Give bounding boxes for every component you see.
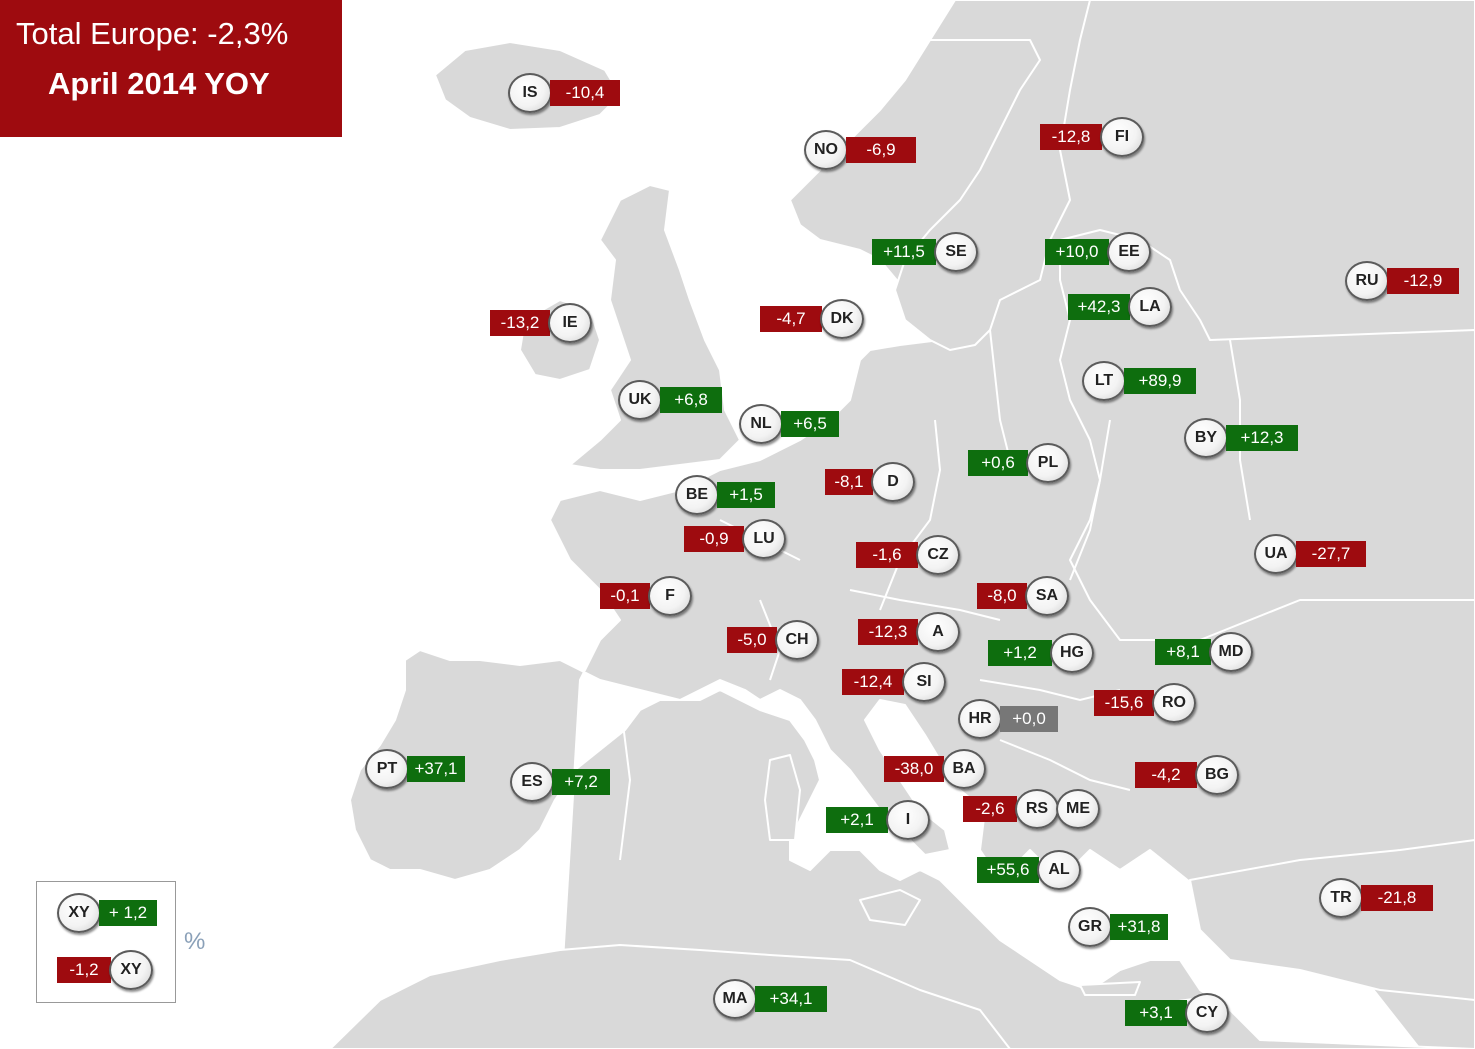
corsica-sardinia <box>764 754 801 841</box>
north-africa <box>329 944 1011 1049</box>
country-badge-ba: BA <box>942 749 986 789</box>
value-bar-i: +2,1 <box>826 807 888 833</box>
country-badge-be: BE <box>675 475 719 515</box>
value-bar-uk: +6,8 <box>660 387 722 413</box>
value-bar-cz: -1,6 <box>856 542 918 568</box>
country-badge-ch: CH <box>775 620 819 660</box>
country-badge-hg: HG <box>1050 633 1094 673</box>
country-badge-cy: CY <box>1185 993 1229 1033</box>
value-bar-bg: -4,2 <box>1135 762 1197 788</box>
value-bar-ro: -15,6 <box>1094 690 1154 716</box>
value-bar-cy: +3,1 <box>1125 1000 1187 1026</box>
value-bar-d: -8,1 <box>825 469 873 495</box>
country-badge-f: F <box>648 576 692 616</box>
country-badge-cz: CZ <box>916 535 960 575</box>
country-badge-fi: FI <box>1100 117 1144 157</box>
country-badge-md: MD <box>1209 632 1253 672</box>
country-badge-dk: DK <box>820 299 864 339</box>
country-badge-ro: RO <box>1152 683 1196 723</box>
country-badge-se: SE <box>934 232 978 272</box>
country-badge-es: ES <box>510 762 554 802</box>
anatolia <box>1189 839 1475 1001</box>
country-badge-gr: GR <box>1068 907 1112 947</box>
value-bar-lt: +89,9 <box>1124 368 1196 394</box>
value-bar-es: +7,2 <box>552 769 610 795</box>
country-badge-i: I <box>886 800 930 840</box>
value-bar-pt: +37,1 <box>407 756 465 782</box>
country-badge-lu: LU <box>742 519 786 559</box>
country-badge-tr: TR <box>1319 878 1363 918</box>
sicily <box>859 889 921 926</box>
value-bar-f: -0,1 <box>600 583 650 609</box>
country-badge-by: BY <box>1184 418 1228 458</box>
value-bar-lu: -0,9 <box>684 526 744 552</box>
value-bar-ua: -27,7 <box>1296 541 1366 567</box>
value-bar-al: +55,6 <box>977 857 1039 883</box>
country-badge-la: LA <box>1128 287 1172 327</box>
country-badge-nl: NL <box>739 404 783 444</box>
legend: XY + 1,2 -1,2 XY <box>36 881 176 1003</box>
value-bar-ee: +10,0 <box>1045 239 1109 265</box>
value-bar-dk: -4,7 <box>760 306 822 332</box>
title-box: Total Europe: -2,3% April 2014 YOY <box>0 0 342 137</box>
legend-negative-value: -1,2 <box>57 957 111 983</box>
country-badge-ee: EE <box>1107 232 1151 272</box>
country-badge-ie: IE <box>548 303 592 343</box>
value-bar-fi: -12,8 <box>1040 124 1102 150</box>
country-badge-ru: RU <box>1345 261 1389 301</box>
value-bar-be: +1,5 <box>717 482 775 508</box>
value-bar-ie: -13,2 <box>490 310 550 336</box>
legend-positive-value: + 1,2 <box>99 900 157 926</box>
value-bar-md: +8,1 <box>1155 639 1211 665</box>
crete <box>1079 981 1141 996</box>
country-badge-hr: HR <box>958 699 1002 739</box>
country-badge-si: SI <box>902 662 946 702</box>
country-badge-al: AL <box>1037 850 1081 890</box>
country-badge-bg: BG <box>1195 755 1239 795</box>
country-badge-sa: SA <box>1025 576 1069 616</box>
country-badge-is: IS <box>508 73 552 113</box>
value-bar-sa: -8,0 <box>977 583 1027 609</box>
value-bar-gr: +31,8 <box>1110 914 1168 940</box>
country-badge-ma: MA <box>713 979 757 1019</box>
value-bar-nl: +6,5 <box>781 411 839 437</box>
legend-positive-badge: XY <box>57 893 101 933</box>
country-badge-uk: UK <box>618 380 662 420</box>
value-bar-ba: -38,0 <box>884 756 944 782</box>
country-badge-a: A <box>916 612 960 652</box>
value-bar-si: -12,4 <box>842 669 904 695</box>
legend-unit: % <box>184 928 206 955</box>
country-badge-pt: PT <box>365 749 409 789</box>
country-badge-lt: LT <box>1082 361 1126 401</box>
value-bar-ma: +34,1 <box>755 986 827 1012</box>
title-total-europe: Total Europe: -2,3% <box>16 16 289 51</box>
value-bar-is: -10,4 <box>550 80 620 106</box>
country-badge-d: D <box>871 462 915 502</box>
country-badge-pl: PL <box>1026 443 1070 483</box>
value-bar-by: +12,3 <box>1226 425 1298 451</box>
value-bar-la: +42,3 <box>1068 294 1130 320</box>
value-bar-a: -12,3 <box>858 619 918 645</box>
value-bar-se: +11,5 <box>872 239 936 265</box>
country-badge-ua: UA <box>1254 534 1298 574</box>
value-bar-no: -6,9 <box>846 137 916 163</box>
value-bar-ru: -12,9 <box>1387 268 1459 294</box>
value-bar-ch: -5,0 <box>727 627 777 653</box>
value-bar-rs: -2,6 <box>963 796 1017 822</box>
title-period: April 2014 YOY <box>48 66 270 101</box>
value-bar-hg: +1,2 <box>988 640 1052 666</box>
value-bar-hr: +0,0 <box>1000 706 1058 732</box>
value-bar-pl: +0,6 <box>968 450 1028 476</box>
country-badge-me: ME <box>1056 789 1100 829</box>
country-badge-rs: RS <box>1015 789 1059 829</box>
legend-negative-badge: XY <box>109 950 153 990</box>
country-badge-no: NO <box>804 130 848 170</box>
value-bar-tr: -21,8 <box>1361 885 1433 911</box>
